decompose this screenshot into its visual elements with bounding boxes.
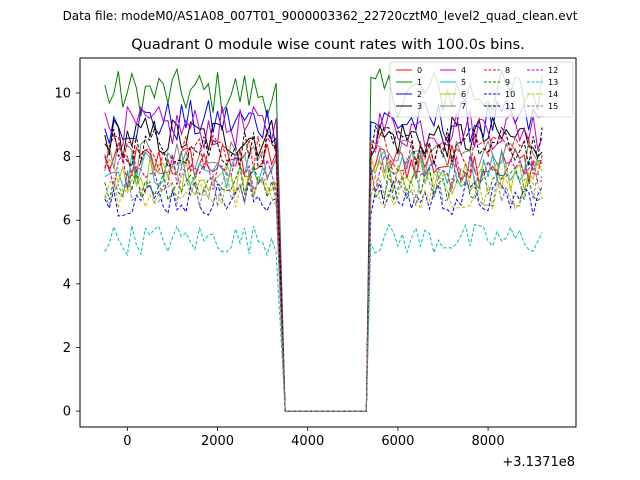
x-tick-label: 2000 xyxy=(201,434,234,449)
legend-label-4: 4 xyxy=(461,66,466,75)
legend-label-5: 5 xyxy=(461,78,466,87)
series-line-10 xyxy=(104,180,543,412)
y-tick-label: 8 xyxy=(63,150,71,165)
legend-label-6: 6 xyxy=(461,90,466,99)
y-tick-label: 6 xyxy=(63,214,71,229)
legend-box xyxy=(389,61,574,118)
y-tick-label: 2 xyxy=(63,341,71,356)
legend-label-12: 12 xyxy=(548,66,558,75)
axes-frame xyxy=(79,57,577,428)
legend-label-7: 7 xyxy=(461,102,466,111)
legend-label-15: 15 xyxy=(548,102,558,111)
series-layer xyxy=(104,67,543,412)
chart-title: Quadrant 0 module wise count rates with … xyxy=(131,37,525,53)
x-tick-label: 6000 xyxy=(381,434,414,449)
legend-label-13: 13 xyxy=(548,78,558,87)
y-axis-ticks: 0 2 4 6 8 10 xyxy=(54,86,80,420)
legend-label-2: 2 xyxy=(417,90,422,99)
figure-suptitle: Data file: modeM0/AS1A08_007T01_90000033… xyxy=(63,9,578,23)
y-tick-label: 10 xyxy=(54,86,71,101)
x-tick-label: 0 xyxy=(123,434,131,449)
x-tick-label: 8000 xyxy=(472,434,505,449)
legend-label-10: 10 xyxy=(505,90,515,99)
legend-label-9: 9 xyxy=(505,78,510,87)
y-tick-label: 4 xyxy=(63,277,71,292)
legend-label-3: 3 xyxy=(417,102,422,111)
x-offset-label: +3.1371e8 xyxy=(502,455,575,470)
legend-label-1: 1 xyxy=(417,78,422,87)
legend-label-11: 11 xyxy=(505,102,515,111)
legend-label-8: 8 xyxy=(505,66,510,75)
legend-label-14: 14 xyxy=(548,90,558,99)
series-line-15 xyxy=(104,169,543,412)
x-tick-label: 4000 xyxy=(291,434,324,449)
series-line-11 xyxy=(104,124,543,412)
x-axis-ticks: 0 2000 4000 6000 8000 xyxy=(123,427,505,449)
y-tick-label: 0 xyxy=(63,405,71,420)
legend-label-0: 0 xyxy=(417,66,422,75)
